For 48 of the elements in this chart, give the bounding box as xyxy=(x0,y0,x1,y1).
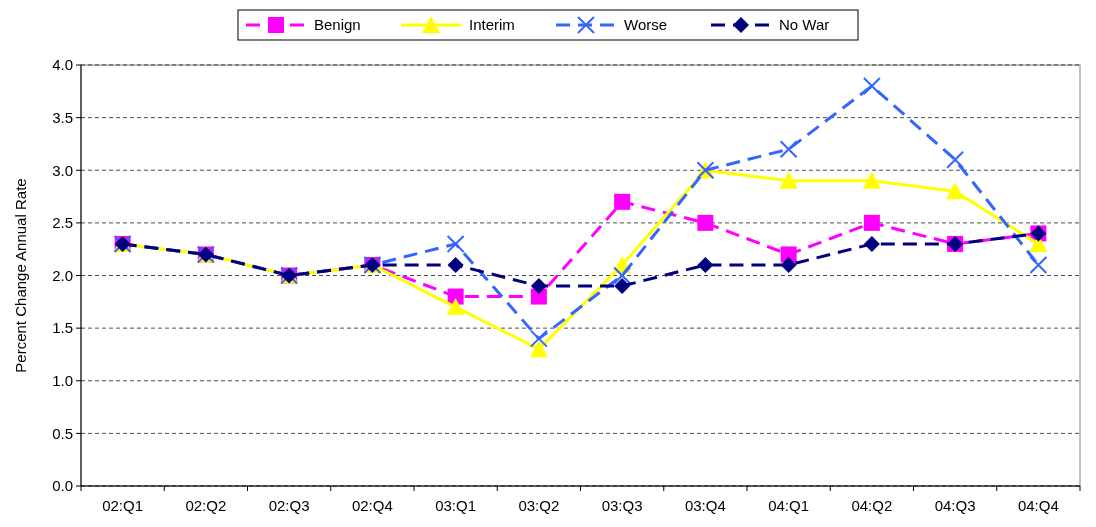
x-tick-label: 02:Q2 xyxy=(185,497,227,514)
x-tick-label: 02:Q3 xyxy=(268,497,310,514)
point xyxy=(863,235,880,252)
y-tick-label: 0.0 xyxy=(52,477,73,495)
point xyxy=(447,256,464,273)
point xyxy=(697,214,714,231)
legend-label: Worse xyxy=(624,16,668,34)
point xyxy=(946,150,965,169)
x-tick-label: 02:Q4 xyxy=(351,497,393,514)
point xyxy=(614,193,631,210)
point xyxy=(779,140,798,159)
y-tick-label: 3.0 xyxy=(52,161,73,179)
x-tick-label: 03:Q4 xyxy=(684,497,726,514)
point xyxy=(779,171,798,189)
point xyxy=(530,288,547,305)
point xyxy=(862,171,881,189)
point xyxy=(446,234,465,253)
point xyxy=(697,256,714,273)
y-tick-label: 1.0 xyxy=(52,372,73,389)
y-axis-title: Percent Change Annual Rate xyxy=(12,178,29,373)
point xyxy=(529,329,548,348)
point xyxy=(530,278,547,295)
legend-label: Benign xyxy=(314,16,361,34)
legend-label: No War xyxy=(779,16,830,34)
x-tick-label: 04:Q2 xyxy=(851,497,893,514)
point xyxy=(946,182,965,200)
y-tick-label: 4.0 xyxy=(52,56,73,74)
point xyxy=(863,214,880,231)
point xyxy=(529,340,548,358)
point xyxy=(1029,255,1048,274)
point xyxy=(780,256,797,273)
x-tick-label: 04:Q4 xyxy=(1017,497,1059,514)
y-tick-label: 1.5 xyxy=(52,319,73,337)
y-tick-label: 2.0 xyxy=(52,266,73,284)
y-tick-label: 3.5 xyxy=(52,108,73,126)
point xyxy=(614,278,631,295)
x-tick-label: 03:Q3 xyxy=(601,497,643,514)
x-tick-label: 04:Q3 xyxy=(934,497,976,514)
x-tick-label: 04:Q1 xyxy=(768,497,810,514)
point xyxy=(862,77,881,96)
x-tick-label: 03:Q1 xyxy=(435,497,477,514)
x-tick-label: 03:Q2 xyxy=(518,497,560,514)
x-tick-label: 02:Q1 xyxy=(102,497,144,514)
y-tick-label: 2.5 xyxy=(52,214,73,232)
legend-label: Interim xyxy=(469,16,515,34)
point xyxy=(613,266,632,285)
y-tick-label: 0.5 xyxy=(52,424,73,442)
point xyxy=(446,298,465,316)
